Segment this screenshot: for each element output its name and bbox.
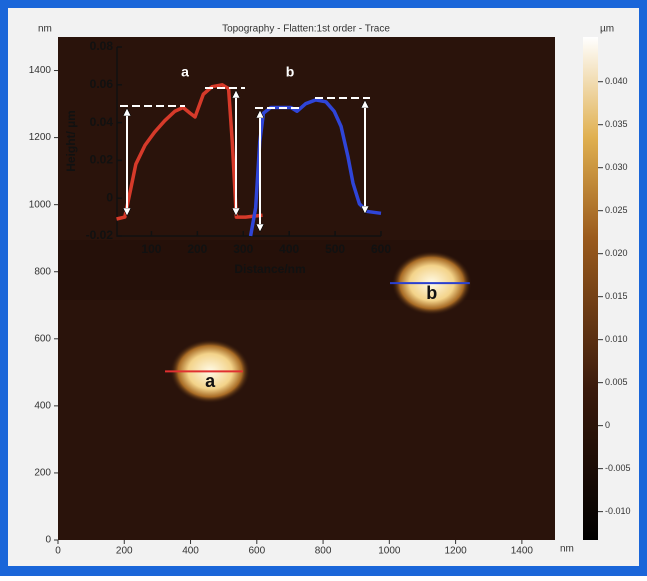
inset-x-tick-label: 300 (233, 242, 253, 256)
colorbar-tick-label: 0.010 (605, 334, 628, 344)
x-tick-label: 1400 (511, 546, 534, 557)
inset-x-tick-label: 200 (187, 242, 207, 256)
x-tick-label: 1200 (444, 546, 467, 557)
inset-y-tick-label: -0.02 (86, 228, 114, 242)
inset-y-tick-label: 0.04 (90, 115, 114, 129)
colorbar-tick-label: -0.005 (605, 463, 631, 473)
x-tick-label: 800 (315, 546, 332, 557)
inset-x-label: Distance/nm (234, 262, 305, 276)
inset-x-tick-label: 100 (141, 242, 161, 256)
y-tick-label: 400 (34, 401, 51, 412)
colorbar-tick-label: 0 (605, 420, 610, 430)
colorbar-tick-label: 0.025 (605, 205, 628, 215)
colorbar-label: µm (600, 24, 614, 35)
y-tick-label: 600 (34, 333, 51, 344)
colorbar (583, 37, 598, 540)
x-unit: nm (560, 544, 574, 555)
x-tick-label: 0 (55, 546, 61, 557)
image-band (58, 240, 555, 300)
inset-x-tick-label: 600 (371, 242, 391, 256)
particle-label: b (426, 283, 437, 303)
colorbar-tick-label: 0.015 (605, 291, 628, 301)
y-unit: nm (38, 24, 52, 35)
x-tick-label: 400 (182, 546, 199, 557)
particle-label: a (205, 371, 216, 391)
y-tick-label: 200 (34, 468, 51, 479)
y-tick-label: 1200 (29, 132, 52, 143)
inset-y-tick-label: 0.08 (90, 39, 114, 53)
colorbar-tick-label: 0.040 (605, 76, 628, 86)
inset-x-tick-label: 500 (325, 242, 345, 256)
inset-x-tick-label: 400 (279, 242, 299, 256)
image-title: Topography - Flatten:1st order - Trace (222, 24, 390, 35)
colorbar-tick-label: -0.010 (605, 506, 631, 516)
x-tick-label: 600 (248, 546, 265, 557)
y-tick-label: 1000 (29, 199, 52, 210)
inset-y-label: Height/ µm (64, 110, 78, 172)
x-tick-label: 1000 (378, 546, 401, 557)
x-tick-label: 200 (116, 546, 133, 557)
colorbar-tick-label: 0.035 (605, 119, 628, 129)
profile-label: b (286, 64, 295, 80)
colorbar-tick-label: 0.005 (605, 377, 628, 387)
afm-window: Topography - Flatten:1st order - Trace n… (0, 0, 647, 576)
y-tick-label: 0 (45, 535, 51, 546)
y-tick-label: 800 (34, 266, 51, 277)
colorbar-tick-label: 0.030 (605, 162, 628, 172)
colorbar-tick-label: 0.020 (605, 248, 628, 258)
y-tick-label: 1400 (29, 65, 52, 76)
inset-y-tick-label: 0.06 (90, 77, 114, 91)
inset-y-tick-label: 0.02 (90, 153, 114, 167)
inset-y-tick-label: 0 (106, 190, 113, 204)
profile-label: a (181, 64, 189, 80)
